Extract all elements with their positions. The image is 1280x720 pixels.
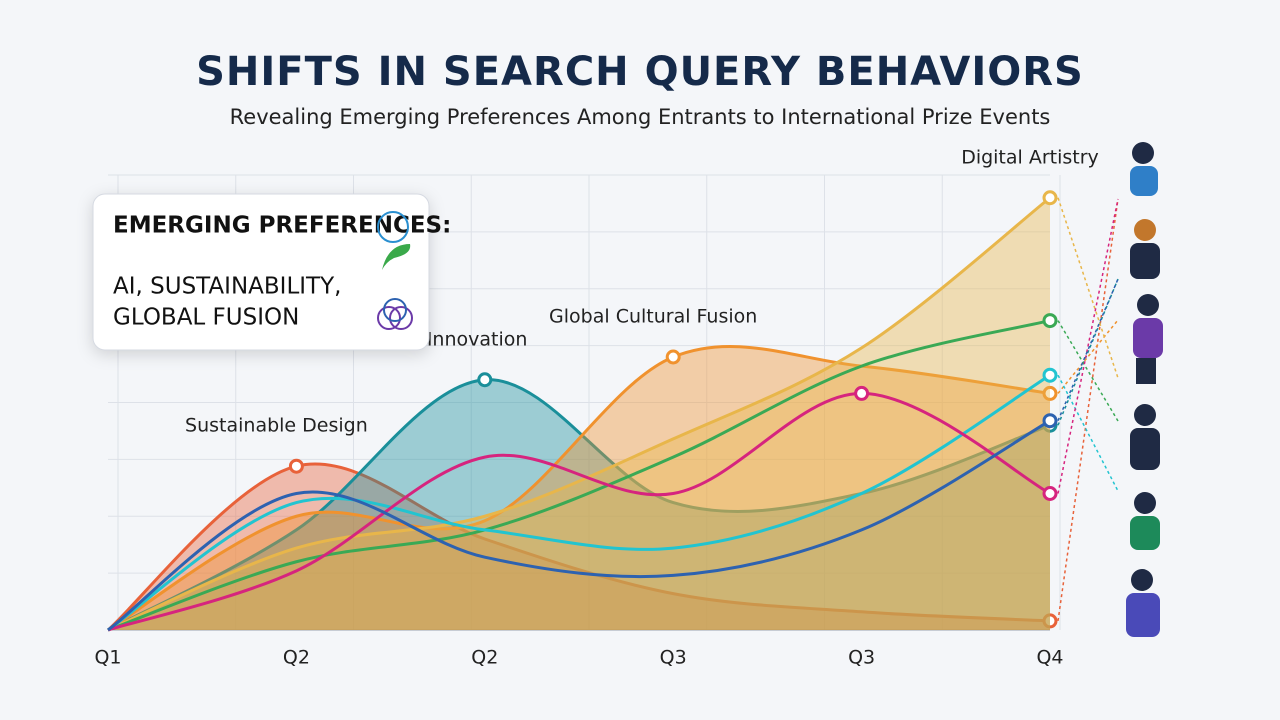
fusion-icon [377, 298, 413, 330]
x-tick-label: Q2 [283, 647, 310, 669]
people [1126, 142, 1163, 637]
connector [1057, 198, 1119, 494]
x-tick-label: Q4 [1036, 647, 1063, 669]
callout: EMERGING PREFERENCES: AI, SUSTAINABILITY… [92, 193, 451, 351]
person [1130, 404, 1160, 470]
marker [1042, 613, 1058, 629]
line [107, 319, 1051, 632]
x-tick-label: Q1 [94, 647, 121, 669]
connector [1057, 374, 1119, 492]
person [1133, 294, 1163, 384]
series-label: AI Innovation [402, 328, 527, 350]
marker [1042, 313, 1058, 329]
person [1126, 569, 1160, 637]
person [1130, 219, 1160, 279]
area [108, 346, 1050, 630]
line [107, 378, 1051, 632]
marker [1042, 385, 1058, 401]
area [108, 197, 1050, 630]
leaf-icon [382, 244, 411, 270]
x-tick-label: Q3 [848, 647, 875, 669]
line [107, 462, 1051, 632]
chart-title: SHIFTS IN SEARCH QUERY BEHAVIORS [196, 49, 1084, 95]
area [108, 463, 1050, 630]
marker [1042, 413, 1058, 429]
marker [854, 385, 870, 401]
chart-subtitle: Revealing Emerging Preferences Among Ent… [230, 105, 1051, 129]
connector [1057, 278, 1119, 421]
person [1130, 142, 1158, 196]
callout-title: EMERGING PREFERENCES: [113, 213, 451, 239]
area [108, 379, 1050, 630]
marker [665, 349, 681, 365]
marker [1042, 486, 1058, 501]
connector [1057, 198, 1119, 622]
connector [1057, 319, 1119, 394]
connector [1057, 278, 1119, 426]
line [107, 196, 1051, 632]
line [107, 373, 1051, 632]
ai-icon [377, 211, 409, 243]
marker [1042, 367, 1058, 383]
line [107, 419, 1051, 632]
x-tick-label: Q2 [471, 647, 498, 669]
marker [1042, 190, 1058, 206]
callout-line: AI, SUSTAINABILITY, [113, 274, 341, 300]
line [107, 345, 1051, 632]
plot: Q1 Q2 Q2 Q3 Q3 Q4 Sustainable Design AI Innovat… [94, 146, 1119, 669]
series-label: Global Cultural Fusion [549, 306, 757, 328]
person [1130, 492, 1160, 550]
marker [477, 372, 493, 388]
x-tick-label: Q3 [660, 647, 687, 669]
connector [1057, 197, 1119, 379]
series-label: Sustainable Design [185, 415, 368, 437]
series-label: Digital Artistry [961, 146, 1099, 168]
callout-line: GLOBAL FUSION [113, 305, 299, 331]
marker [288, 458, 304, 474]
callout-box [92, 193, 430, 351]
line [107, 391, 1051, 632]
connector [1057, 320, 1119, 422]
